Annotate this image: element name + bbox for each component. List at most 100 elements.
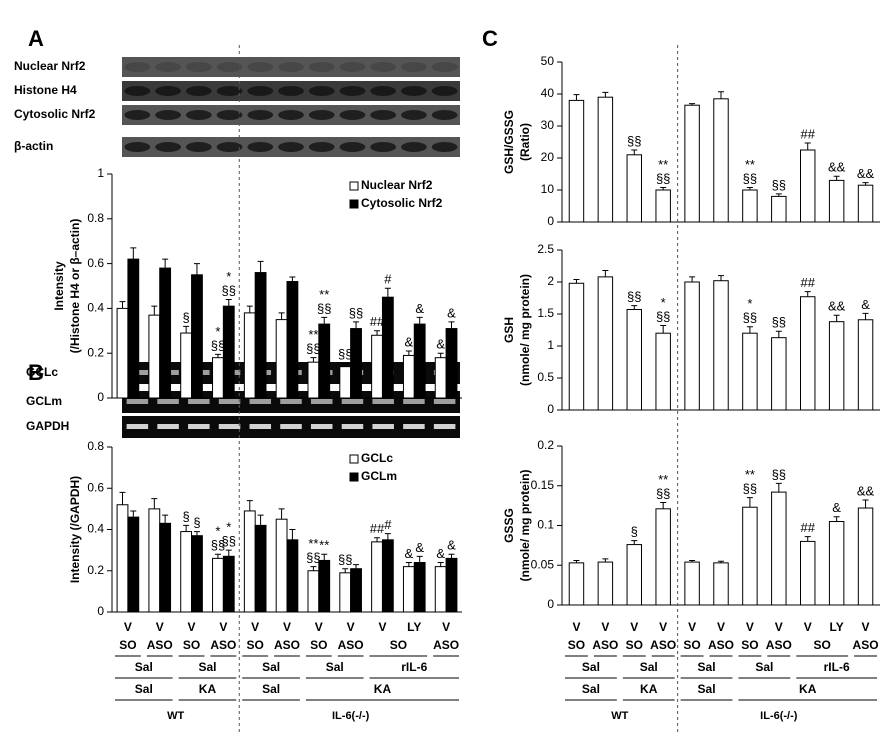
x-group-label: SO <box>626 638 643 652</box>
blot-band <box>247 62 274 72</box>
x-group-label: rIL-6 <box>401 660 427 674</box>
bar <box>684 104 700 223</box>
x-group-label: ASO <box>210 638 236 652</box>
error-bar <box>416 316 423 325</box>
x-group-label: Sal <box>640 660 658 674</box>
bar <box>713 562 729 606</box>
significance-mark: * <box>226 269 231 284</box>
error-bar <box>602 269 609 277</box>
x-group-label: ASO <box>708 638 734 652</box>
bar <box>445 557 458 613</box>
bar <box>800 540 816 606</box>
bar <box>243 312 256 399</box>
y-tick-label: 0 <box>97 604 104 618</box>
bar <box>568 282 585 411</box>
error-bar <box>631 305 638 310</box>
error-bar <box>437 352 444 358</box>
bar <box>597 96 614 223</box>
blot-band <box>370 110 397 120</box>
error-bar <box>405 350 412 356</box>
bar <box>286 281 299 399</box>
blot-band <box>247 110 274 120</box>
bar <box>127 516 140 613</box>
blot-band <box>247 142 274 152</box>
error-bar <box>718 560 724 563</box>
error-bar <box>775 330 782 338</box>
significance-mark: ## <box>800 520 815 535</box>
x-group-label: Sal <box>755 660 773 674</box>
error-bar <box>257 260 264 273</box>
significance-mark: §§ <box>743 310 757 325</box>
blot-band <box>278 142 304 152</box>
significance-mark: && <box>828 299 846 314</box>
x-group-label: WT <box>611 710 628 722</box>
bar <box>402 354 415 399</box>
error-bar <box>374 537 381 542</box>
significance-mark: ** <box>658 472 668 487</box>
bar <box>434 357 447 399</box>
y-tick-label: 0.8 <box>87 211 104 225</box>
bar <box>800 149 816 223</box>
significance-mark: §§ <box>656 486 670 501</box>
bar <box>597 276 614 411</box>
x-group-label: V <box>688 620 696 634</box>
significance-mark: && <box>857 483 875 498</box>
y-axis-label: (nmole/ mg protein) <box>518 470 532 582</box>
error-bar <box>342 362 349 367</box>
error-bar <box>278 508 285 520</box>
y-tick-label: 0 <box>547 597 554 611</box>
significance-mark: §§ <box>306 341 320 356</box>
significance-mark: & <box>436 337 445 352</box>
error-bar <box>689 103 696 106</box>
gel-band <box>157 424 179 429</box>
x-group-label: V <box>601 620 609 634</box>
bar <box>127 258 140 399</box>
error-bar <box>193 263 200 275</box>
significance-mark: ** <box>745 157 755 172</box>
bar <box>371 334 383 399</box>
bar <box>222 555 235 613</box>
error-bar <box>225 549 232 557</box>
significance-mark: ** <box>745 467 755 482</box>
error-bar <box>193 531 200 536</box>
significance-mark: § <box>183 509 190 524</box>
bar <box>159 522 172 613</box>
blot-band <box>401 110 427 120</box>
x-group-label: WT <box>167 710 184 722</box>
blot-band <box>278 86 304 96</box>
error-bar <box>746 497 753 508</box>
gel-band <box>249 399 272 404</box>
gel-band <box>403 399 425 404</box>
significance-mark: & <box>405 546 414 561</box>
significance-mark: § <box>631 524 638 539</box>
y-tick-label: 0.2 <box>537 438 554 452</box>
bar <box>191 535 203 613</box>
blot-band <box>155 86 181 96</box>
error-bar <box>130 510 137 518</box>
significance-mark: §§ <box>222 283 236 298</box>
x-group-label: V <box>315 620 323 634</box>
bar <box>713 280 729 411</box>
error-bar <box>289 276 296 282</box>
bar <box>413 323 426 399</box>
error-bar <box>353 321 360 329</box>
significance-mark: ** <box>319 287 329 302</box>
significance-mark: §§ <box>306 550 320 565</box>
error-bar <box>833 175 840 181</box>
x-group-label: V <box>746 620 754 634</box>
blot-band <box>155 142 181 152</box>
blot-band <box>185 86 212 96</box>
y-tick-label: 1.5 <box>537 306 554 320</box>
x-group-label: Sal <box>698 682 716 696</box>
blot-label: Histone H4 <box>14 83 77 97</box>
x-group-label: SO <box>741 638 758 652</box>
y-tick-label: 40 <box>541 86 555 100</box>
bar <box>655 508 671 606</box>
blot-band <box>339 110 366 120</box>
error-bar <box>374 330 381 336</box>
blot-band <box>124 86 151 96</box>
bar <box>771 195 787 223</box>
error-bar <box>718 275 724 281</box>
y-tick-label: 1 <box>97 166 104 180</box>
blot-band <box>216 86 243 96</box>
